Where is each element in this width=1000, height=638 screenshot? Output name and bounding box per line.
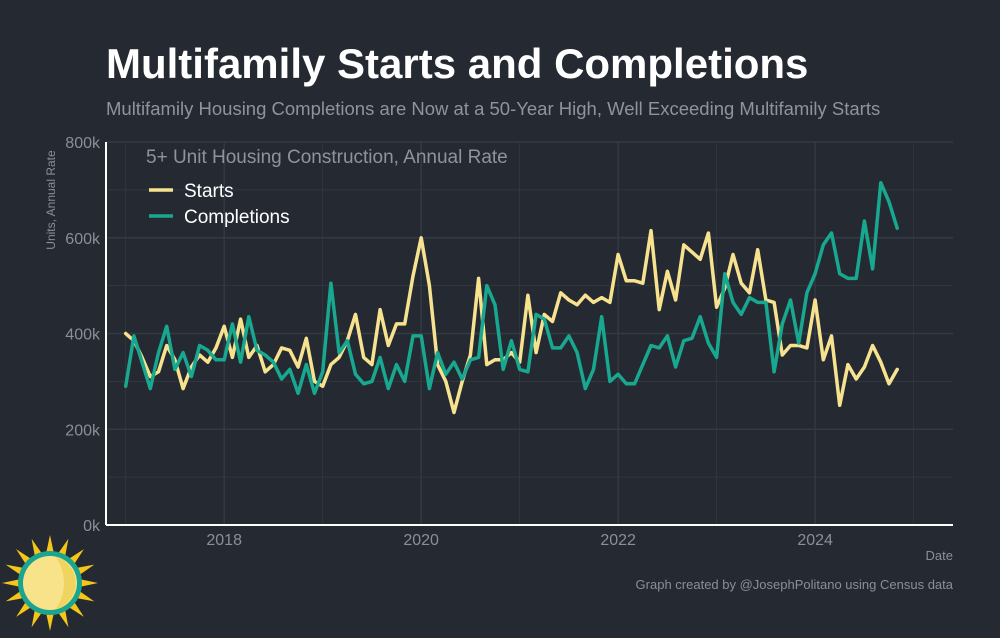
chart-title: Multifamily Starts and Completions — [106, 40, 808, 87]
credit-text: Graph created by @JosephPolitano using C… — [636, 577, 954, 592]
sun-ray — [76, 590, 95, 602]
inner-title: 5+ Unit Housing Construction, Annual Rat… — [146, 147, 508, 168]
sun-ray — [46, 535, 54, 554]
chart-subtitle: Multifamily Housing Completions are Now … — [106, 98, 880, 119]
series-line-completions — [123, 180, 899, 396]
y-tick-label: 800k — [65, 135, 101, 152]
tick-layer: 0k 200k 400k 600k 800k 2018 2020 2022 2024 — [65, 135, 833, 549]
x-tick-label: 2020 — [403, 532, 439, 549]
sun-ray — [76, 564, 95, 576]
x-tick-label: 2024 — [797, 532, 833, 549]
sun-ray — [31, 538, 43, 557]
sun-ray — [46, 612, 54, 631]
sun-ray — [31, 609, 43, 628]
sun-ray — [79, 579, 98, 587]
legend-label-completions: Completions — [184, 207, 290, 228]
sun-ray — [2, 579, 21, 587]
y-tick-label: 600k — [65, 231, 101, 248]
x-axis-label: Date — [926, 548, 953, 563]
sun-ray — [5, 590, 24, 602]
y-tick-label: 0k — [83, 518, 101, 535]
legend-label-starts: Starts — [184, 181, 234, 202]
sun-ray — [57, 538, 69, 557]
y-tick-label: 200k — [65, 422, 101, 439]
sun-logo-icon — [2, 535, 98, 631]
y-tick-label: 400k — [65, 327, 101, 344]
x-tick-label: 2022 — [600, 532, 636, 549]
series-line-starts — [123, 228, 899, 415]
y-axis-label: Units, Annual Rate — [44, 150, 58, 250]
sun-ray — [5, 564, 24, 576]
sun-ray — [57, 609, 69, 628]
x-tick-label: 2018 — [206, 532, 242, 549]
series-layer — [123, 180, 899, 415]
legend: Starts Completions — [149, 181, 290, 228]
